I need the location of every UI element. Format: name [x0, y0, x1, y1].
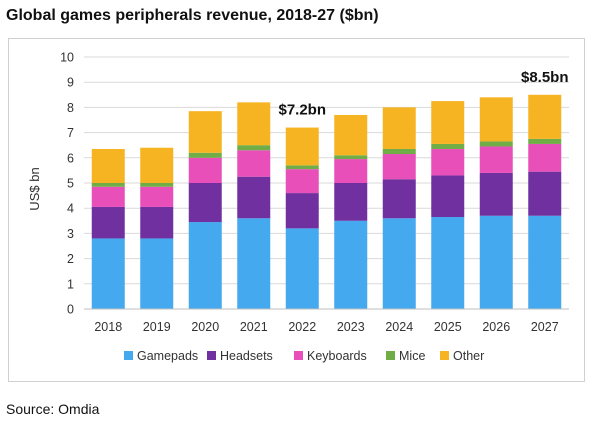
bar-segment-keyboards-2021	[237, 150, 271, 177]
bar-segment-gamepads-2020	[188, 222, 222, 309]
bar-segment-mice-2026	[479, 141, 513, 147]
x-tick-label: 2021	[240, 320, 268, 334]
bar-segment-other-2026	[479, 97, 513, 142]
legend-label: Mice	[399, 349, 425, 363]
bar-segment-keyboards-2018	[91, 186, 125, 207]
bar-segment-gamepads-2023	[334, 220, 368, 309]
bar-segment-headsets-2023	[334, 183, 368, 221]
legend-item-headsets: Headsets	[207, 349, 273, 363]
bar-segment-gamepads-2027	[528, 215, 562, 309]
y-tick-label: 10	[60, 51, 74, 65]
bar-segment-gamepads-2021	[237, 218, 271, 309]
y-tick-label: 0	[67, 303, 74, 317]
bar-segment-gamepads-2025	[431, 217, 465, 309]
legend-item-keyboards: Keyboards	[294, 349, 367, 363]
y-axis-ticks: 0 1 2 3 4 5 6 7 8 9 10	[60, 51, 74, 317]
bar-segment-keyboards-2022	[285, 169, 319, 194]
x-tick-label: 2027	[531, 320, 559, 334]
bar-segment-headsets-2026	[479, 172, 513, 216]
bar-segment-other-2019	[140, 147, 174, 183]
legend-item-mice: Mice	[386, 349, 425, 363]
bar-segment-headsets-2020	[188, 183, 222, 223]
legend-item-gamepads: Gamepads	[124, 349, 198, 363]
y-tick-label: 9	[67, 76, 74, 90]
bar-segment-keyboards-2024	[382, 154, 416, 180]
y-tick-label: 1	[67, 277, 74, 291]
y-tick-label: 4	[67, 202, 74, 216]
bar-segment-mice-2021	[237, 145, 271, 151]
bar-segment-other-2025	[431, 101, 465, 144]
x-tick-label: 2020	[191, 320, 219, 334]
y-tick-label: 8	[67, 101, 74, 115]
bar-segment-mice-2027	[528, 138, 562, 144]
bar-segment-other-2022	[285, 127, 319, 166]
chart-area: 0 1 2 3 4 5 6 7 8 9 10 US$ bn 2018 2019 2020 2021 2022…	[8, 38, 585, 382]
bar-segment-keyboards-2025	[431, 148, 465, 176]
legend-label: Keyboards	[307, 349, 367, 363]
bar-segment-mice-2020	[188, 152, 222, 158]
legend-label: Other	[453, 349, 484, 363]
x-tick-label: 2023	[337, 320, 365, 334]
legend-swatch	[386, 351, 395, 360]
source-note: Source: Omdia	[6, 401, 100, 417]
bar-segment-headsets-2021	[237, 176, 271, 219]
bar-segment-headsets-2025	[431, 175, 465, 218]
legend-swatch	[294, 351, 303, 360]
bar-segment-other-2023	[334, 114, 368, 156]
bar-segment-mice-2024	[382, 148, 416, 155]
bar-segment-keyboards-2019	[140, 186, 174, 207]
bar-segment-gamepads-2026	[479, 215, 513, 309]
bar-segment-gamepads-2019	[140, 238, 174, 309]
annotation-label: $7.2bn	[278, 102, 326, 119]
x-tick-label: 2018	[94, 320, 122, 334]
legend-label: Headsets	[220, 349, 273, 363]
annotations: $7.2bn $8.5bn	[278, 69, 568, 119]
legend-label: Gamepads	[137, 349, 198, 363]
bar-segment-other-2024	[382, 107, 416, 149]
legend: Gamepads Headsets Keyboards Mice Other	[124, 349, 484, 363]
legend-swatch	[124, 351, 133, 360]
bars	[91, 94, 562, 309]
y-tick-label: 2	[67, 252, 74, 266]
y-tick-label: 6	[67, 151, 74, 165]
y-axis-label: US$ bn	[27, 167, 42, 210]
bar-segment-mice-2019	[140, 183, 174, 187]
bar-segment-keyboards-2026	[479, 146, 513, 173]
bar-segment-keyboards-2023	[334, 159, 368, 183]
chart-title: Global games peripherals revenue, 2018-2…	[6, 7, 379, 24]
x-tick-label: 2025	[434, 320, 462, 334]
y-tick-label: 7	[67, 126, 74, 140]
bar-segment-headsets-2022	[285, 193, 319, 229]
y-tick-label: 3	[67, 227, 74, 241]
x-axis-ticks: 2018 2019 2020 2021 2022 2023 2024 2025 2026 2027	[94, 320, 558, 334]
bar-segment-headsets-2018	[91, 206, 125, 239]
stacked-bar-chart: 0 1 2 3 4 5 6 7 8 9 10 US$ bn 2018 2019 2020 2021 2022…	[27, 51, 569, 363]
bar-segment-keyboards-2027	[528, 143, 562, 172]
legend-swatch	[207, 351, 216, 360]
x-tick-label: 2024	[385, 320, 413, 334]
legend-item-other: Other	[440, 349, 484, 363]
bar-segment-headsets-2024	[382, 179, 416, 219]
bar-segment-gamepads-2024	[382, 218, 416, 309]
bar-segment-mice-2023	[334, 155, 368, 160]
bar-segment-other-2018	[91, 148, 125, 183]
bar-segment-headsets-2027	[528, 171, 562, 216]
x-tick-label: 2022	[288, 320, 316, 334]
bar-segment-other-2020	[188, 111, 222, 153]
bar-segment-mice-2025	[431, 143, 465, 149]
legend-swatch	[440, 351, 449, 360]
x-tick-label: 2026	[482, 320, 510, 334]
annotation-label: $8.5bn	[521, 69, 569, 86]
y-tick-label: 5	[67, 177, 74, 191]
bar-segment-other-2027	[528, 94, 562, 139]
bar-segment-gamepads-2022	[285, 228, 319, 309]
bar-segment-headsets-2019	[140, 206, 174, 239]
bar-segment-keyboards-2020	[188, 157, 222, 183]
bar-segment-mice-2022	[285, 165, 319, 170]
bar-segment-mice-2018	[91, 183, 125, 187]
x-tick-label: 2019	[143, 320, 171, 334]
bar-segment-gamepads-2018	[91, 238, 125, 309]
bar-segment-other-2021	[237, 102, 271, 146]
